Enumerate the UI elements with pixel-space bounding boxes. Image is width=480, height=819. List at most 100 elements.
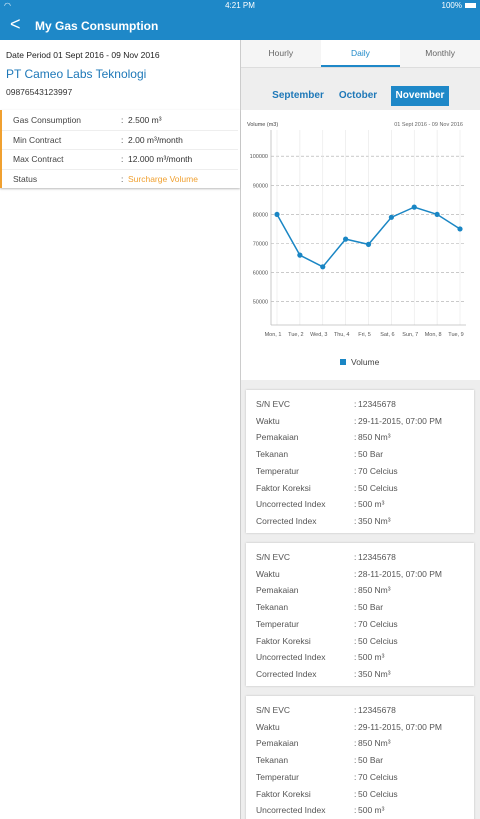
separator: : (354, 482, 357, 493)
record-label: Faktor Koreksi (256, 635, 311, 646)
record-value: 350 Nm³ (358, 668, 391, 679)
tab[interactable]: Hourly (268, 48, 294, 58)
separator: : (354, 399, 357, 409)
divider (2, 129, 238, 131)
chart: Volume (m3) 01 Sept 2016 - 09 Nov 2016 500… (247, 122, 466, 367)
month-button[interactable]: September (272, 90, 324, 101)
separator: : (121, 134, 124, 145)
month-button[interactable]: November (391, 86, 449, 106)
separator: : (121, 173, 124, 184)
x-tick-label: Sat, 6 (380, 332, 394, 338)
chart-panel: Hourly Daily Monthly September October Novem… (241, 40, 480, 819)
record-list: S/N EVC:12345678 Waktu:29-11-2015, 07:00 … (241, 390, 480, 819)
separator: : (354, 449, 357, 460)
record-value: 50 Bar (358, 755, 384, 766)
record-label: Tekanan (256, 449, 289, 460)
tab[interactable]: Monthly (425, 48, 456, 58)
record-value: 12345678 (358, 705, 396, 715)
y-tick-label: 70000 (253, 242, 268, 248)
record-label: Waktu (256, 721, 280, 732)
x-tick-label: Tue, 2 (288, 332, 303, 338)
record-value: 70 Celcius (358, 618, 398, 629)
separator: : (354, 415, 357, 426)
record-label: S/N EVC (256, 399, 291, 409)
summary-value: 2.00 m³/month (128, 134, 183, 145)
data-point (274, 211, 280, 218)
period: Date Period 01 Sept 2016 - 09 Nov 2016 (6, 50, 160, 60)
record-label: Temperatur (256, 771, 299, 782)
status-bar: ◠ 4:21 PM 100% (0, 0, 480, 12)
record-value: 50 Bar (358, 602, 384, 613)
separator: : (354, 788, 357, 799)
back-button[interactable]: < (10, 14, 21, 34)
data-point (297, 252, 303, 258)
separator: : (354, 755, 357, 766)
separator: : (354, 552, 357, 562)
separator: : (354, 652, 357, 663)
legend-swatch (340, 359, 346, 365)
account: 09876543123997 (6, 87, 73, 97)
chart-card (241, 110, 480, 380)
separator: : (354, 618, 357, 629)
record-value: 50 Celcius (358, 482, 398, 493)
record-value: 70 Celcius (358, 465, 398, 476)
separator: : (121, 115, 124, 125)
separator: : (354, 771, 357, 782)
separator: : (354, 805, 357, 816)
record-label: Pemakaian (256, 432, 299, 443)
data-point (434, 211, 440, 218)
record-label: Corrected Index (256, 668, 317, 679)
separator: : (354, 515, 357, 526)
summary-label: Gas Consumption (13, 115, 82, 125)
summary-panel: Date Period 01 Sept 2016 - 09 Nov 2016 P… (0, 40, 241, 819)
record-card: S/N EVC:12345678 Waktu:28-11-2015, 07:00 … (246, 543, 474, 686)
summary-label: Min Contract (13, 134, 62, 145)
record-value: 50 Celcius (358, 788, 398, 799)
record-label: Uncorrected Index (256, 499, 326, 510)
y-tick-label: 60000 (253, 271, 268, 277)
chart-title: Volume (m3) (247, 122, 278, 128)
separator: : (354, 721, 357, 732)
separator: : (354, 738, 357, 749)
record-value: 500 m³ (358, 652, 385, 663)
record-value: 50 Bar (358, 449, 384, 460)
record-value: 29-11-2015, 07:00 PM (358, 415, 442, 426)
tab-bar: Hourly Daily Monthly (241, 40, 480, 68)
x-tick-label: Fri, 5 (358, 332, 371, 338)
record-value: 12345678 (358, 399, 396, 409)
data-point (365, 241, 372, 247)
time: 4:21 PM (225, 1, 255, 10)
record-card: S/N EVC:12345678 Waktu:29-11-2015, 07:00 … (246, 696, 474, 819)
divider (2, 149, 238, 150)
record-label: Tekanan (256, 602, 289, 613)
legend-label: Volume (351, 357, 380, 367)
record-value: 70 Celcius (358, 771, 398, 782)
separator: : (354, 432, 357, 443)
tab[interactable]: Daily (320, 40, 401, 67)
x-tick-label: Thu, 4 (334, 332, 350, 338)
record-label: Temperatur (256, 465, 299, 476)
summary-value: 12.000 m³/month (128, 154, 193, 164)
nav-bar: < My Gas Consumption (0, 12, 480, 40)
record-label: Pemakaian (256, 585, 299, 596)
record-value: 850 Nm³ (358, 738, 391, 749)
x-tick-label: Wed, 3 (310, 332, 327, 338)
separator: : (121, 154, 124, 164)
month-button[interactable]: October (338, 90, 378, 101)
record-label: Uncorrected Index (256, 805, 326, 816)
data-point (343, 236, 349, 242)
record-label: Waktu (256, 415, 280, 426)
separator: : (354, 668, 357, 679)
chart-subtitle: 01 Sept 2016 - 09 Nov 2016 (394, 122, 463, 128)
data-point (411, 204, 417, 210)
x-tick-label: Mon, 8 (425, 332, 442, 338)
summary-value: Surcharge Volume (128, 173, 198, 184)
record-value: 850 Nm³ (358, 432, 391, 443)
summary-label: Status (13, 173, 38, 184)
data-point (320, 264, 326, 270)
data-point (457, 226, 463, 232)
x-tick-label: Tue, 9 (448, 332, 463, 338)
separator: : (354, 602, 357, 613)
separator: : (354, 585, 357, 596)
